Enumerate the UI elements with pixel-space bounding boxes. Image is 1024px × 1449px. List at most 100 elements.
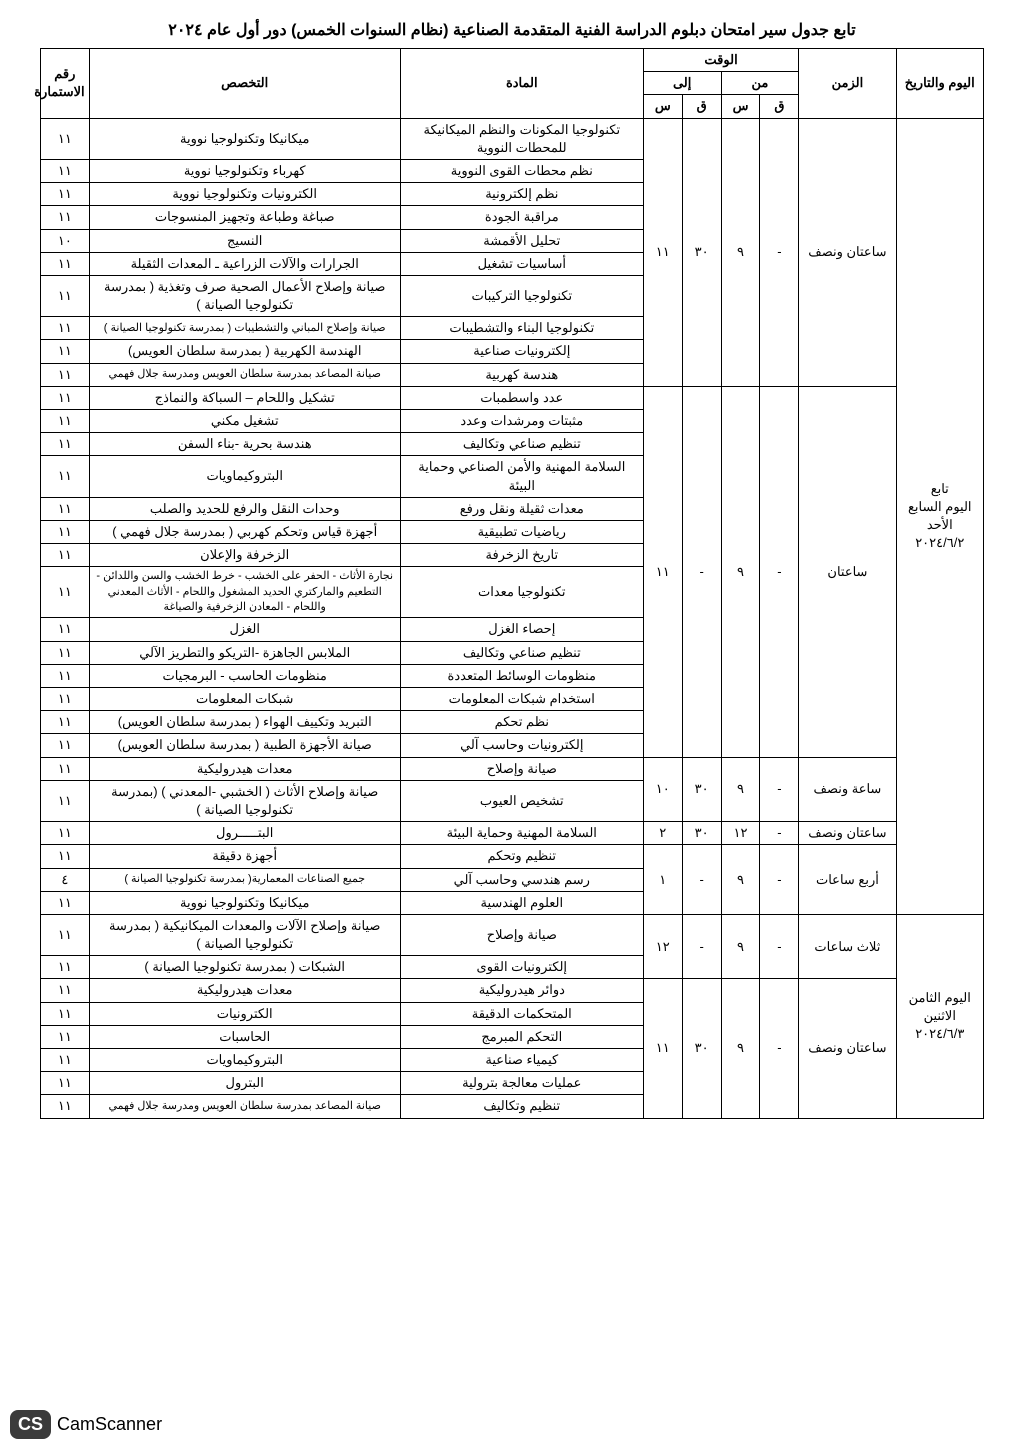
th-time: الوقت bbox=[643, 49, 799, 72]
th-from-q: ق bbox=[760, 95, 799, 118]
cell-spec: الملابس الجاهزة -التريكو والتطريز الآلي bbox=[89, 641, 400, 664]
cell-subject: إحصاء الغزل bbox=[400, 618, 643, 641]
table-row: اليوم الثامن الاثنين ٢٠٢٤/٦/٣ثلاث ساعات-… bbox=[41, 914, 984, 955]
cell-duration: ساعتان ونصف bbox=[799, 979, 896, 1118]
cell-subject: عمليات معالجة بترولية bbox=[400, 1072, 643, 1095]
cell-subject: تكنولوجيا معدات bbox=[400, 567, 643, 618]
cell-form: ١١ bbox=[41, 497, 90, 520]
th-duration: الزمن bbox=[799, 49, 896, 119]
th-to: إلى bbox=[643, 72, 721, 95]
cell-subject: تاريخ الزخرفة bbox=[400, 544, 643, 567]
cell-form: ١١ bbox=[41, 340, 90, 363]
cell-to-s: ١١ bbox=[643, 118, 682, 386]
cell-from-q: - bbox=[760, 979, 799, 1118]
cell-form: ١٠ bbox=[41, 229, 90, 252]
table-row: ساعتان ونصف-٩٣٠١١دوائر هيدروليكيةمعدات ه… bbox=[41, 979, 984, 1002]
cell-subject: نظم تحكم bbox=[400, 711, 643, 734]
cs-badge: CS bbox=[10, 1410, 51, 1439]
cell-subject: إلكترونيات وحاسب آلي bbox=[400, 734, 643, 757]
cell-subject: معدات ثقيلة ونقل ورفع bbox=[400, 497, 643, 520]
cell-spec: صيانة وإصلاح الأعمال الصحية صرف وتغذية (… bbox=[89, 275, 400, 316]
cell-spec: البتروكيماويات bbox=[89, 456, 400, 497]
cell-to-s: ١١ bbox=[643, 386, 682, 757]
cell-spec: الحاسبات bbox=[89, 1025, 400, 1048]
cell-spec: النسيج bbox=[89, 229, 400, 252]
cell-form: ١١ bbox=[41, 363, 90, 386]
cell-subject: نظم إلكترونية bbox=[400, 183, 643, 206]
cell-subject: استخدام شبكات المعلومات bbox=[400, 688, 643, 711]
cell-subject: منظومات الوسائط المتعددة bbox=[400, 664, 643, 687]
cell-form: ١١ bbox=[41, 118, 90, 159]
cell-spec: أجهزة دقيقة bbox=[89, 845, 400, 868]
cell-from-q: - bbox=[760, 386, 799, 757]
cell-form: ١١ bbox=[41, 845, 90, 868]
th-day: اليوم والتاريخ bbox=[896, 49, 983, 119]
th-to-q: ق bbox=[682, 95, 721, 118]
cell-spec: الجرارات والآلات الزراعية ـ المعدات الثق… bbox=[89, 252, 400, 275]
table-row: تابع اليوم السابع الأحد ٢٠٢٤/٦/٢ساعتان و… bbox=[41, 118, 984, 159]
th-to-s: س bbox=[643, 95, 682, 118]
cell-to-q: - bbox=[682, 914, 721, 979]
cell-spec: البترول bbox=[89, 1072, 400, 1095]
schedule-table: اليوم والتاريخ الزمن الوقت المادة التخصص… bbox=[40, 48, 984, 1119]
cell-duration: ساعتان ونصف bbox=[799, 822, 896, 845]
cell-from-s: ٩ bbox=[721, 118, 760, 386]
cell-spec: تشغيل مكني bbox=[89, 410, 400, 433]
cell-subject: هندسة كهربية bbox=[400, 363, 643, 386]
cell-form: ٤ bbox=[41, 868, 90, 891]
cell-subject: أساسيات تشغيل bbox=[400, 252, 643, 275]
cell-form: ١١ bbox=[41, 780, 90, 821]
cell-subject: صيانة وإصلاح bbox=[400, 757, 643, 780]
cell-from-s: ٩ bbox=[721, 914, 760, 979]
cell-subject: تكنولوجيا التركيبات bbox=[400, 275, 643, 316]
cell-spec: منظومات الحاسب - البرمجيات bbox=[89, 664, 400, 687]
th-from-s: س bbox=[721, 95, 760, 118]
cell-subject: رياضيات تطبيقية bbox=[400, 520, 643, 543]
cell-spec: الهندسة الكهربية ( بمدرسة سلطان العويس) bbox=[89, 340, 400, 363]
cell-form: ١١ bbox=[41, 183, 90, 206]
cell-form: ١١ bbox=[41, 711, 90, 734]
cell-to-q: - bbox=[682, 845, 721, 915]
cell-subject: نظم محطات القوى النووية bbox=[400, 159, 643, 182]
cell-to-s: ١٠ bbox=[643, 757, 682, 822]
th-form: رقم الاستمارة bbox=[41, 49, 90, 119]
cell-duration: أربع ساعات bbox=[799, 845, 896, 915]
cell-subject: رسم هندسي وحاسب آلي bbox=[400, 868, 643, 891]
cell-to-q: ٣٠ bbox=[682, 118, 721, 386]
cell-subject: تنظيم وتحكم bbox=[400, 845, 643, 868]
cell-subject: تشخيص العيوب bbox=[400, 780, 643, 821]
cell-spec: صيانة وإصلاح المباني والتشطيبات ( بمدرسة… bbox=[89, 317, 400, 340]
table-row: ساعتان-٩-١١عدد واسطمباتتشكيل واللحام – ا… bbox=[41, 386, 984, 409]
cell-subject: العلوم الهندسية bbox=[400, 891, 643, 914]
cell-spec: الكترونيات وتكنولوجيا نووية bbox=[89, 183, 400, 206]
cell-form: ١١ bbox=[41, 1095, 90, 1118]
cell-form: ١١ bbox=[41, 979, 90, 1002]
cell-form: ١١ bbox=[41, 433, 90, 456]
cell-form: ١١ bbox=[41, 1002, 90, 1025]
cs-text: CamScanner bbox=[57, 1414, 162, 1435]
cell-form: ١١ bbox=[41, 1072, 90, 1095]
cell-form: ١١ bbox=[41, 410, 90, 433]
cell-form: ١١ bbox=[41, 520, 90, 543]
cell-spec: الكترونيات bbox=[89, 1002, 400, 1025]
cell-to-q: ٣٠ bbox=[682, 979, 721, 1118]
cell-from-q: - bbox=[760, 845, 799, 915]
cell-to-s: ١ bbox=[643, 845, 682, 915]
cell-spec: صيانة المصاعد بمدرسة سلطان العويس ومدرسة… bbox=[89, 1095, 400, 1118]
cell-to-q: - bbox=[682, 386, 721, 757]
cell-spec: تشكيل واللحام – السباكة والنماذج bbox=[89, 386, 400, 409]
cell-form: ١١ bbox=[41, 1049, 90, 1072]
cell-form: ١١ bbox=[41, 252, 90, 275]
cell-to-q: ٣٠ bbox=[682, 757, 721, 822]
th-from: من bbox=[721, 72, 799, 95]
table-body: تابع اليوم السابع الأحد ٢٠٢٤/٦/٢ساعتان و… bbox=[41, 118, 984, 1118]
cell-from-s: ٩ bbox=[721, 386, 760, 757]
cell-form: ١١ bbox=[41, 891, 90, 914]
cell-duration: ساعتان ونصف bbox=[799, 118, 896, 386]
cell-spec: البتـــــرول bbox=[89, 822, 400, 845]
cell-duration: ساعة ونصف bbox=[799, 757, 896, 822]
cell-form: ١١ bbox=[41, 956, 90, 979]
cell-form: ١١ bbox=[41, 688, 90, 711]
cell-spec: جميع الصناعات المعمارية( بمدرسة تكنولوجي… bbox=[89, 868, 400, 891]
cell-spec: أجهزة قياس وتحكم كهربي ( بمدرسة جلال فهم… bbox=[89, 520, 400, 543]
